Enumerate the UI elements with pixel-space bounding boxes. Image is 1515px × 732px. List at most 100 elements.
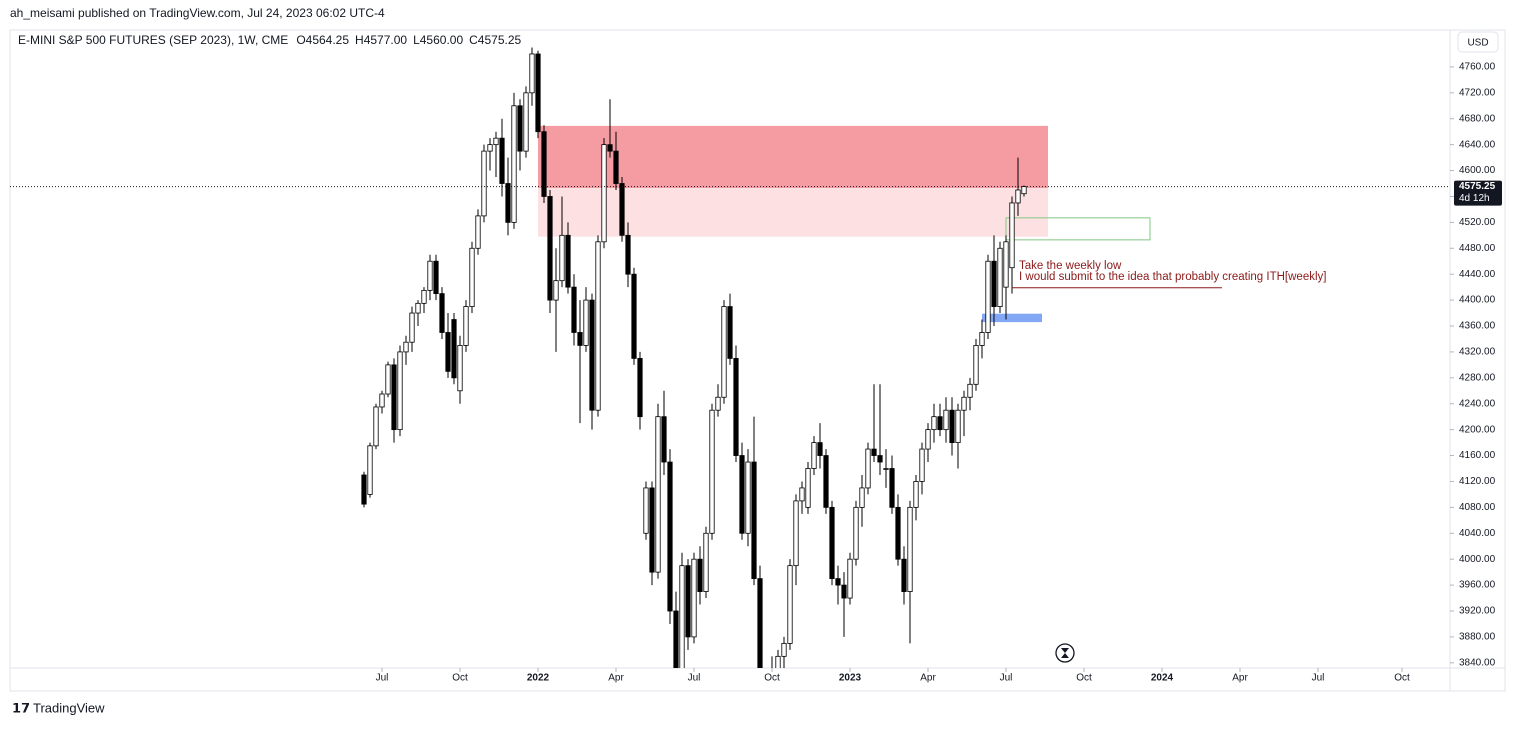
zone xyxy=(538,188,1048,237)
y-tick-label: 4160.00 xyxy=(1459,450,1496,461)
candle-body xyxy=(883,468,889,470)
candle-body xyxy=(673,610,679,668)
zone xyxy=(982,313,1042,323)
candle-body xyxy=(781,642,787,657)
candle-body xyxy=(565,234,571,288)
y-tick-label: 4200.00 xyxy=(1459,424,1496,435)
candle-body xyxy=(649,487,655,573)
candle-body xyxy=(583,299,589,346)
candle-body xyxy=(901,558,907,592)
candle-body xyxy=(463,306,469,346)
x-tick-label: Apr xyxy=(608,673,624,684)
candle-body xyxy=(391,364,397,431)
candle-body xyxy=(835,578,841,586)
candle-body xyxy=(571,286,577,333)
brand: TradingView xyxy=(33,700,105,715)
ohlc-value: L4560.00 xyxy=(413,33,463,47)
candle-body xyxy=(619,183,625,236)
candle-body xyxy=(775,655,781,668)
candle-body xyxy=(469,247,475,307)
candle-body xyxy=(373,406,379,447)
candle-body xyxy=(859,487,865,508)
candle-body xyxy=(919,448,925,482)
candle-body xyxy=(733,357,739,456)
y-tick-label: 4000.00 xyxy=(1459,554,1496,565)
x-tick-label: Apr xyxy=(920,673,936,684)
x-tick-label: 2023 xyxy=(839,673,862,684)
candle-body xyxy=(517,105,523,152)
logo-mark: 𝟭𝟳 xyxy=(12,700,30,715)
candle-body xyxy=(433,260,439,295)
annotation: Take the weekly low xyxy=(1019,260,1122,272)
candle-body xyxy=(907,506,913,592)
candle-body xyxy=(445,332,451,372)
candle-body xyxy=(361,474,367,505)
y-tick-label: 4360.00 xyxy=(1459,321,1496,332)
candle-body xyxy=(871,448,877,456)
candle-body xyxy=(925,429,931,450)
candle-body xyxy=(607,144,613,152)
symbol-title: E-MINI S&P 500 FUTURES (SEP 2023), 1W, C… xyxy=(18,33,288,47)
candle-body xyxy=(715,396,721,411)
candle-body xyxy=(961,396,967,411)
y-tick-label: 4440.00 xyxy=(1459,269,1496,280)
x-tick-label: Oct xyxy=(1394,673,1410,684)
candle-body xyxy=(559,234,565,282)
y-tick-label: 3960.00 xyxy=(1459,580,1496,591)
candle-body xyxy=(703,532,709,592)
candle-body xyxy=(511,105,517,223)
candle-body xyxy=(847,558,853,599)
y-tick-label: 4760.00 xyxy=(1459,62,1496,73)
candle-body xyxy=(799,487,805,502)
candle-body xyxy=(367,445,373,495)
y-tick-label: 4520.00 xyxy=(1459,217,1496,228)
candle-body xyxy=(973,345,979,385)
candle-body xyxy=(805,468,811,508)
frame xyxy=(9,29,1506,692)
candle-body xyxy=(889,468,895,508)
candle-body xyxy=(823,455,829,508)
last-price-label: 4575.25 xyxy=(1459,181,1496,192)
candle-body xyxy=(913,481,919,508)
candle-body xyxy=(577,332,583,346)
candle-body xyxy=(601,144,607,243)
currency-button[interactable] xyxy=(1457,31,1499,53)
candle-body xyxy=(1015,189,1021,204)
candle-body xyxy=(655,416,661,573)
candle-body xyxy=(865,448,871,489)
candle-body xyxy=(1009,202,1015,269)
candle-body xyxy=(985,260,991,333)
candle-body xyxy=(751,461,757,580)
y-tick-label: 4680.00 xyxy=(1459,113,1496,124)
candle-body xyxy=(457,345,463,392)
candle-body xyxy=(613,150,619,184)
zone xyxy=(1005,217,1151,241)
candle-body xyxy=(487,144,493,152)
candle-body xyxy=(451,319,457,379)
candle-body xyxy=(745,461,751,534)
ohlc-value: O4564.25 xyxy=(296,33,349,47)
candle-body xyxy=(817,442,823,456)
candle-body xyxy=(727,306,733,359)
candle-body xyxy=(979,332,985,346)
candle-body xyxy=(955,409,961,443)
candle-body xyxy=(709,409,715,534)
candle-body xyxy=(397,351,403,431)
candle-body xyxy=(691,558,697,638)
x-tick-label: Jul xyxy=(376,673,389,684)
candle-body xyxy=(931,416,937,431)
candle-body xyxy=(667,461,673,612)
y-tick-label: 3840.00 xyxy=(1459,657,1496,668)
x-tick-label: Oct xyxy=(1076,673,1092,684)
candle-body xyxy=(547,196,553,301)
candle-body xyxy=(997,247,1003,307)
candle-body xyxy=(493,137,499,146)
candle-body xyxy=(679,565,685,668)
x-tick-label: Oct xyxy=(764,673,780,684)
x-tick-label: Jul xyxy=(688,673,701,684)
candle-body xyxy=(439,293,445,333)
candle-body xyxy=(787,565,793,644)
candle-body xyxy=(415,302,421,314)
zone xyxy=(538,125,1048,189)
replay-icon[interactable] xyxy=(1055,643,1075,663)
